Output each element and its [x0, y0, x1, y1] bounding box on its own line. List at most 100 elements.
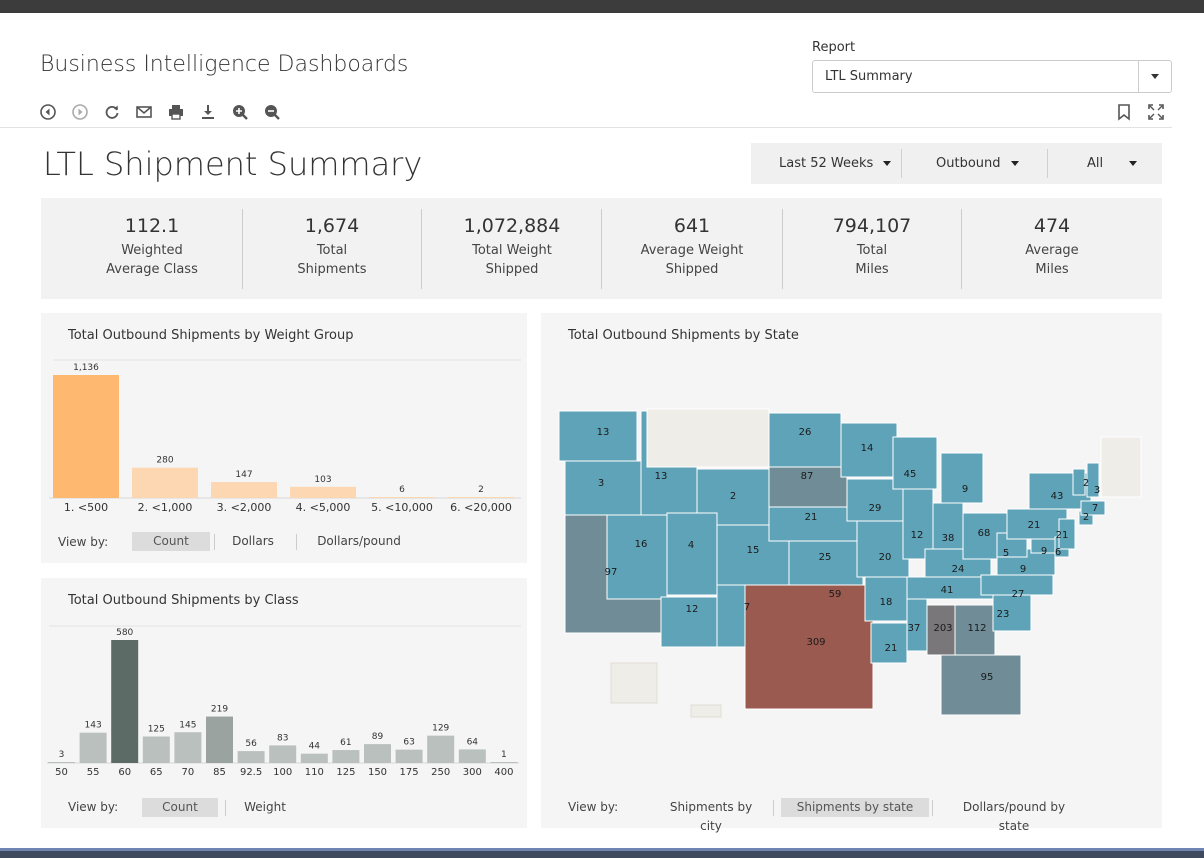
x-tick-label: 100	[273, 767, 292, 778]
state-value-label-ga: 112	[967, 623, 986, 634]
state-vt	[1072, 468, 1086, 496]
state-ut	[666, 512, 718, 596]
email-icon[interactable]	[134, 102, 154, 122]
filter-divider	[901, 149, 902, 178]
fullscreen-icon[interactable]	[1146, 102, 1166, 122]
class-chart: 3 50 143 55 580 60 125 65 145 70 219 85 56 92.5 83 100 4…	[47, 625, 521, 778]
kpi-label: Average Miles	[962, 241, 1142, 279]
option-divider	[773, 800, 774, 816]
bar-2. <1,000	[132, 467, 198, 498]
x-tick-label: 5. <10,000	[371, 501, 433, 514]
state-value-label-ct: 2	[1083, 512, 1089, 523]
view-option-dollars-per-pound-by-state[interactable]: Dollars/pound by state	[962, 800, 1066, 833]
zoom-out-icon[interactable]	[262, 102, 282, 122]
state-nd	[768, 412, 842, 468]
view-option-count[interactable]: Count	[142, 798, 218, 817]
x-tick-label: 4. <5,000	[296, 501, 351, 514]
state-value-label-al: 203	[933, 623, 952, 634]
direction-filter[interactable]: Outbound	[936, 143, 1019, 184]
bar-class-55	[79, 732, 107, 763]
bar-class-175	[395, 749, 423, 763]
x-tick-label: 1. <500	[64, 501, 108, 514]
view-option-dollars-per-pound[interactable]: Dollars/pound	[317, 534, 401, 548]
state-value-label-ca: 97	[605, 567, 618, 578]
class-panel-title: Total Outbound Shipments by Class	[68, 593, 299, 608]
state-ks	[788, 540, 864, 588]
state-mt	[646, 408, 770, 468]
bar-5. <10,000	[369, 497, 435, 498]
x-tick-label: 250	[431, 767, 450, 778]
kpi-total-shipments: 1,674 Total Shipments	[242, 198, 422, 299]
state-il	[902, 488, 934, 560]
weight-group-panel-title: Total Outbound Shipments by Weight Group	[68, 328, 354, 343]
view-option-dollars[interactable]: Dollars	[232, 534, 274, 548]
kpi-value: 794,107	[832, 215, 912, 237]
bar-data-label: 44	[309, 742, 321, 752]
state-value-label-ne: 21	[805, 512, 818, 523]
report-label: Report	[812, 40, 856, 55]
view-by-label: View by:	[68, 800, 119, 814]
zoom-in-icon[interactable]	[230, 102, 250, 122]
kpi-divider	[782, 209, 783, 289]
view-option-weight[interactable]: Weight	[244, 800, 286, 814]
app-title: Business Intelligence Dashboards	[40, 52, 409, 77]
bar-class-100	[269, 745, 297, 763]
state-value-label-wy: 2	[730, 491, 736, 502]
x-tick-label: 125	[336, 767, 355, 778]
bar-data-label: 64	[467, 737, 479, 747]
report-select-caret[interactable]	[1138, 61, 1171, 92]
class-panel: Total Outbound Shipments by Class 3 50 143…	[41, 578, 527, 828]
toolbar	[0, 98, 1172, 128]
state-value-label-nc: 27	[1012, 589, 1025, 600]
filter-bar: Last 52 Weeks Outbound All	[751, 143, 1162, 184]
report-select-value: LTL Summary	[825, 69, 913, 84]
x-tick-label: 2. <1,000	[138, 501, 193, 514]
state-value-label-de: 6	[1055, 547, 1061, 558]
date-range-filter[interactable]: Last 52 Weeks	[779, 143, 892, 184]
view-option-shipments-by-city[interactable]: Shipments by city	[669, 800, 753, 833]
kpi-weighted-average-class: 112.1 Weighted Average Class	[62, 198, 242, 299]
kpi-label: Average Weight Shipped	[602, 241, 782, 279]
back-icon[interactable]	[38, 102, 58, 122]
state-mo	[856, 520, 910, 578]
state-ar	[864, 576, 908, 622]
forward-icon[interactable]	[70, 102, 90, 122]
state-value-label-ks: 25	[819, 552, 832, 563]
bar-class-250	[427, 735, 455, 763]
state-wa	[558, 410, 638, 462]
bar-data-label: 63	[403, 738, 414, 748]
kpi-label-line1: Weighted	[121, 243, 183, 258]
refresh-icon[interactable]	[102, 102, 122, 122]
state-value-label-mo: 20	[879, 552, 892, 563]
bar-data-label: 145	[179, 720, 196, 730]
kpi-label-line1: Average	[1025, 243, 1079, 258]
print-icon[interactable]	[166, 102, 186, 122]
kpi-label-line2: Miles	[1035, 262, 1069, 277]
view-option-count[interactable]: Count	[132, 532, 210, 551]
bookmark-icon[interactable]	[1114, 102, 1134, 122]
kpi-strip: 112.1 Weighted Average Class 1,674 Total S…	[41, 198, 1162, 299]
bar-1. <500	[53, 375, 119, 498]
window-top-bar	[0, 0, 1204, 13]
bar-4. <5,000	[290, 486, 356, 498]
kpi-value: 474	[1033, 215, 1071, 237]
state-map-panel: Total Outbound Shipments by State 13 3 13 2…	[541, 313, 1162, 833]
state-sd	[768, 466, 848, 508]
state-value-label-vt: 2	[1083, 478, 1089, 489]
option-divider	[932, 800, 933, 816]
chevron-down-icon	[1129, 161, 1138, 166]
view-option-shipments-by-state[interactable]: Shipments by state	[781, 798, 929, 817]
x-tick-label: 6. <20,000	[450, 501, 512, 514]
state-value-label-tx: 309	[806, 637, 825, 648]
kpi-value: 641	[673, 215, 711, 237]
download-icon[interactable]	[198, 102, 218, 122]
state-value-label-ut: 4	[688, 540, 694, 551]
scope-filter[interactable]: All	[1087, 143, 1138, 184]
kpi-label-line2: Miles	[855, 262, 889, 277]
kpi-divider	[961, 209, 962, 289]
x-tick-label: 70	[182, 767, 195, 778]
state-map-panel-title: Total Outbound Shipments by State	[568, 328, 799, 343]
kpi-label: Total Shipments	[242, 241, 422, 279]
state-value-label-nd: 26	[799, 427, 812, 438]
report-select[interactable]: LTL Summary	[812, 60, 1172, 93]
